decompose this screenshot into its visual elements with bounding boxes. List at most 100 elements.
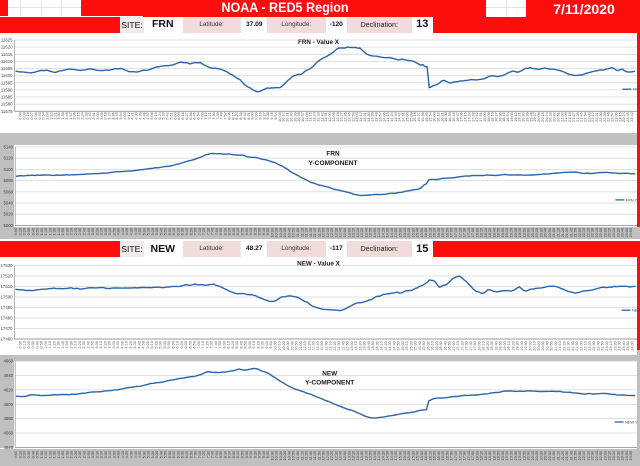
svg-text:3:10: 3:10 bbox=[99, 341, 103, 348]
svg-text:8:42: 8:42 bbox=[242, 112, 247, 120]
svg-text:2:00: 2:00 bbox=[70, 341, 74, 348]
svg-text:2:40: 2:40 bbox=[82, 450, 87, 458]
svg-text:24:00: 24:00 bbox=[628, 450, 633, 461]
svg-text:FRN: FRN bbox=[326, 151, 340, 158]
svg-text:11:24: 11:24 bbox=[312, 111, 317, 121]
svg-text:15:30: 15:30 bbox=[410, 450, 415, 461]
svg-text:23:00: 23:00 bbox=[602, 450, 607, 461]
svg-text:6:10: 6:10 bbox=[171, 450, 176, 458]
svg-text:23:50: 23:50 bbox=[626, 341, 630, 351]
svg-text:15:30: 15:30 bbox=[414, 341, 418, 351]
svg-text:16:20: 16:20 bbox=[432, 450, 437, 461]
svg-text:13:00: 13:00 bbox=[346, 227, 351, 238]
svg-text:6:00: 6:00 bbox=[172, 341, 176, 348]
svg-text:8:40: 8:40 bbox=[235, 227, 240, 235]
svg-text:0:50: 0:50 bbox=[35, 227, 40, 235]
svg-text:3:54: 3:54 bbox=[118, 111, 123, 119]
svg-text:13:48: 13:48 bbox=[374, 112, 379, 122]
svg-text:4:50: 4:50 bbox=[137, 227, 142, 235]
svg-text:10:30: 10:30 bbox=[282, 450, 287, 461]
svg-text:10:40: 10:40 bbox=[286, 227, 291, 238]
svg-text:2:20: 2:20 bbox=[78, 341, 82, 348]
svg-text:22:20: 22:20 bbox=[585, 227, 590, 238]
svg-text:18:20: 18:20 bbox=[483, 227, 488, 238]
svg-text:18:30: 18:30 bbox=[490, 341, 494, 351]
svg-text:21:10: 21:10 bbox=[558, 341, 562, 351]
svg-text:11:10: 11:10 bbox=[303, 341, 307, 350]
svg-text:5:24: 5:24 bbox=[157, 111, 162, 119]
svg-text:15:50: 15:50 bbox=[419, 450, 424, 461]
svg-text:19:00: 19:00 bbox=[500, 227, 505, 238]
svg-text:0:00: 0:00 bbox=[13, 227, 18, 235]
svg-text:17:20: 17:20 bbox=[457, 227, 462, 238]
svg-text:13:57: 13:57 bbox=[377, 112, 382, 122]
svg-text:FRN - Value X: FRN - Value X bbox=[298, 39, 340, 46]
svg-text:14:40: 14:40 bbox=[393, 341, 397, 351]
svg-text:16:00: 16:00 bbox=[423, 450, 428, 461]
svg-text:19:21: 19:21 bbox=[517, 112, 522, 122]
svg-text:21:10: 21:10 bbox=[555, 450, 560, 461]
svg-text:15:20: 15:20 bbox=[410, 341, 414, 351]
svg-text:5:30: 5:30 bbox=[154, 227, 159, 235]
svg-text:3:45: 3:45 bbox=[114, 112, 119, 120]
svg-text:9:50: 9:50 bbox=[269, 341, 273, 348]
svg-text:13:00: 13:00 bbox=[350, 341, 354, 351]
svg-text:21:40: 21:40 bbox=[568, 227, 573, 238]
svg-text:21:20: 21:20 bbox=[560, 227, 565, 238]
svg-text:11:00: 11:00 bbox=[295, 227, 300, 237]
svg-text:20:10: 20:10 bbox=[530, 450, 535, 461]
svg-text:14:00: 14:00 bbox=[372, 450, 377, 461]
svg-text:17520: 17520 bbox=[1, 274, 14, 279]
svg-text:5:10: 5:10 bbox=[146, 450, 151, 458]
svg-text:12:30: 12:30 bbox=[333, 227, 338, 238]
svg-text:11620: 11620 bbox=[1, 45, 13, 50]
svg-text:8:40: 8:40 bbox=[235, 450, 240, 458]
svg-text:18:36: 18:36 bbox=[497, 112, 502, 122]
svg-text:14:50: 14:50 bbox=[397, 341, 401, 351]
svg-text:0:40: 0:40 bbox=[30, 227, 35, 235]
svg-text:17:20: 17:20 bbox=[457, 450, 462, 461]
svg-text:11:40: 11:40 bbox=[312, 450, 317, 460]
svg-text:5:00: 5:00 bbox=[146, 341, 150, 348]
svg-text:NEW - Value X: NEW - Value X bbox=[297, 261, 340, 268]
svg-text:14:50: 14:50 bbox=[393, 227, 398, 238]
svg-text:11:42: 11:42 bbox=[319, 112, 324, 121]
svg-text:23:50: 23:50 bbox=[624, 450, 629, 461]
svg-text:22:10: 22:10 bbox=[581, 450, 586, 461]
svg-text:20:50: 20:50 bbox=[547, 450, 552, 461]
svg-text:19:12: 19:12 bbox=[513, 112, 518, 122]
svg-text:5080: 5080 bbox=[3, 178, 13, 183]
svg-text:16:39: 16:39 bbox=[447, 112, 452, 122]
svg-text:11580: 11580 bbox=[1, 102, 13, 107]
svg-text:4:20: 4:20 bbox=[129, 341, 133, 348]
svg-text:13:30: 13:30 bbox=[359, 227, 364, 238]
svg-text:17:00: 17:00 bbox=[449, 227, 454, 238]
svg-text:6:50: 6:50 bbox=[188, 227, 193, 235]
svg-text:20:42: 20:42 bbox=[552, 112, 557, 122]
svg-text:9:20: 9:20 bbox=[252, 227, 257, 235]
svg-text:12:10: 12:10 bbox=[329, 341, 333, 351]
svg-text:17:30: 17:30 bbox=[462, 227, 467, 238]
svg-text:8:20: 8:20 bbox=[227, 450, 232, 458]
svg-text:0:00: 0:00 bbox=[18, 111, 23, 119]
svg-text:11:50: 11:50 bbox=[320, 341, 324, 350]
svg-text:22:40: 22:40 bbox=[597, 341, 601, 351]
svg-text:6:50: 6:50 bbox=[188, 450, 193, 458]
svg-text:10:12: 10:12 bbox=[281, 112, 286, 122]
svg-text:2:42: 2:42 bbox=[87, 112, 92, 120]
svg-text:20:00: 20:00 bbox=[529, 341, 533, 351]
svg-text:23:00: 23:00 bbox=[605, 341, 609, 351]
svg-text:21:10: 21:10 bbox=[555, 227, 560, 238]
svg-text:20:30: 20:30 bbox=[541, 341, 545, 351]
svg-text:5:20: 5:20 bbox=[155, 341, 159, 348]
svg-text:17:50: 17:50 bbox=[470, 227, 475, 238]
svg-text:12:09: 12:09 bbox=[331, 112, 336, 122]
svg-text:22:20: 22:20 bbox=[588, 341, 592, 351]
svg-text:5:50: 5:50 bbox=[167, 341, 171, 348]
svg-text:14:10: 14:10 bbox=[380, 341, 384, 351]
svg-text:7:30: 7:30 bbox=[210, 341, 214, 348]
svg-text:9:00: 9:00 bbox=[244, 450, 249, 458]
svg-text:12:40: 12:40 bbox=[342, 341, 346, 351]
svg-text:14:51: 14:51 bbox=[401, 112, 406, 122]
svg-text:3:09: 3:09 bbox=[99, 112, 104, 120]
